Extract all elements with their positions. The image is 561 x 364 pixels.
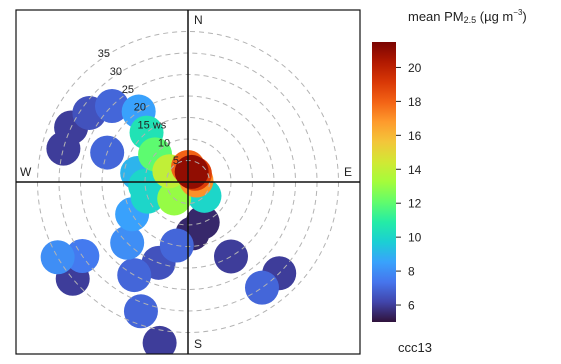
legend-title: mean PM2.5 (µg m−3) [408, 8, 527, 25]
surface-cell [123, 294, 158, 329]
pollution-surface [40, 88, 297, 354]
colorbar-tick-label: 8 [408, 265, 415, 279]
legend-title-unit: (µg m [476, 9, 514, 24]
plot-frame [15, 9, 361, 355]
north-label: N [194, 13, 203, 27]
surface-cell [142, 325, 177, 354]
surface-cell [117, 258, 152, 293]
colorbar-tick-label: 10 [408, 231, 422, 245]
colorbar-tick-label: 14 [408, 163, 422, 177]
surface-cell [94, 88, 129, 123]
panel-label: ccc13 [398, 340, 432, 355]
wind-speed-label: 15 ws [138, 120, 167, 132]
wind-speed-label: 25 [122, 84, 134, 96]
west-label: W [20, 165, 32, 179]
colorbar-tick-label: 20 [408, 61, 422, 75]
surface-cell [244, 270, 279, 305]
surface-cell [46, 131, 81, 166]
south-label: S [194, 337, 202, 351]
legend-title-sub: 2.5 [463, 15, 477, 25]
legend-title-main: mean PM [408, 9, 464, 24]
colorbar-tick-label: 6 [408, 299, 415, 313]
colorbar [372, 42, 396, 322]
wind-speed-label: 35 [98, 48, 110, 60]
colorbar-tick-label: 18 [408, 95, 422, 109]
wind-speed-label: 5 [173, 155, 179, 167]
east-label: E [344, 165, 352, 179]
colorbar-tick-label: 12 [408, 197, 422, 211]
wind-speed-label: 30 [110, 66, 122, 78]
surface-cell [40, 240, 75, 275]
colorbar-ticks: 6 8 10 12 14 16 18 20 [396, 61, 422, 313]
legend-title-unit-close: ) [522, 9, 527, 24]
surface-cell [214, 239, 248, 274]
surface-cell [185, 205, 220, 240]
surface-cell [174, 154, 209, 189]
wind-speed-label: 10 [158, 137, 170, 149]
wind-speed-label: 20 [134, 102, 146, 114]
colorbar-tick-label: 16 [408, 129, 422, 143]
legend-title-exponent: −3 [513, 8, 523, 17]
